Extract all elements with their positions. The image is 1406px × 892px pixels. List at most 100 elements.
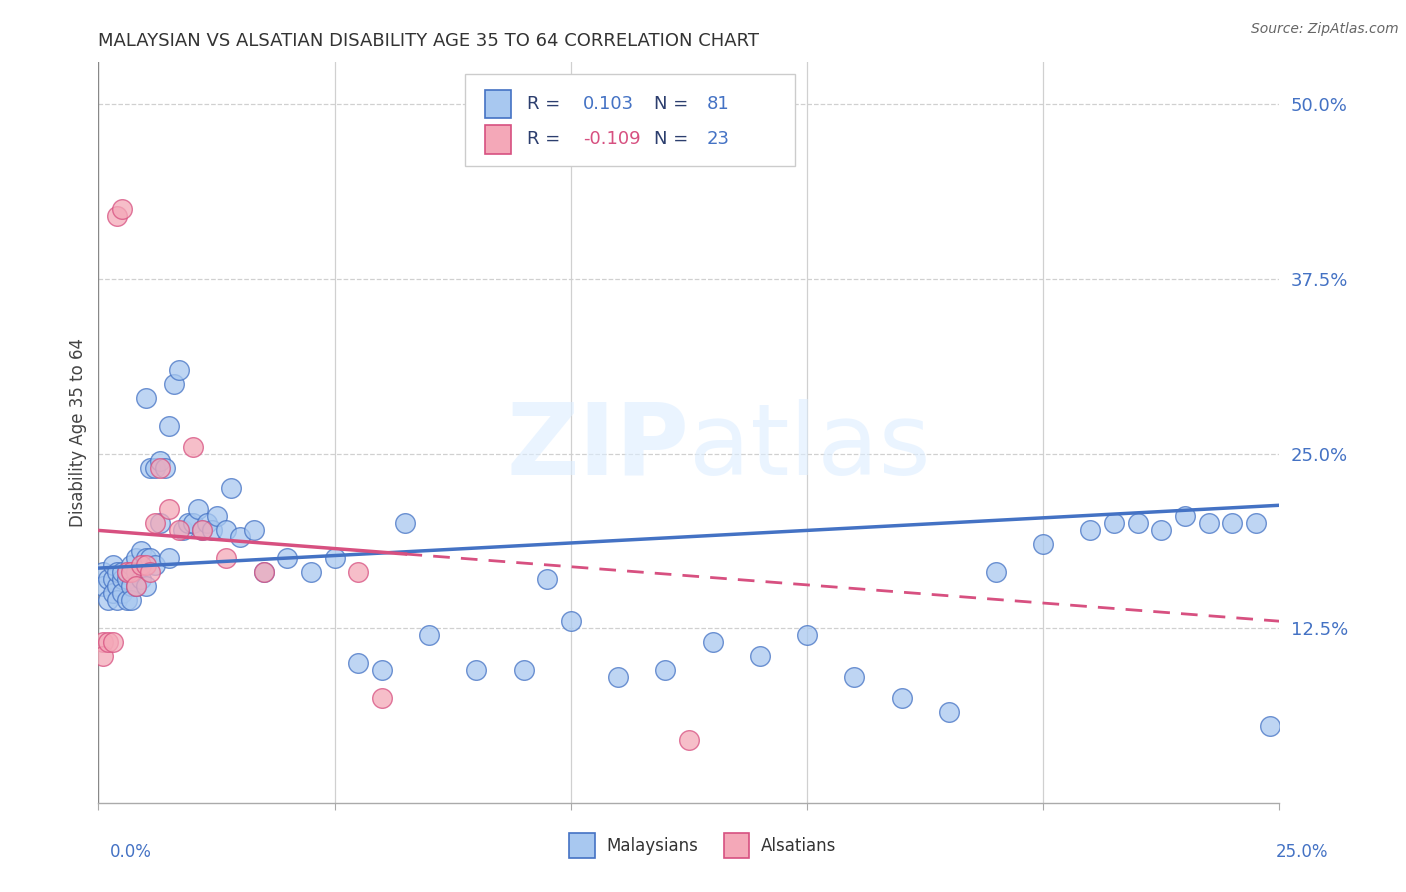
Text: 25.0%: 25.0% [1277,843,1329,861]
Bar [485,126,510,153]
Point [91,579,114,593]
Point [153,460,176,475]
Bar [485,90,510,118]
Point [1220,516,1243,531]
Text: 23: 23 [707,130,730,148]
Point [157,551,180,566]
Point [129,558,152,573]
Point [347,566,370,580]
Text: Source: ZipAtlas.com: Source: ZipAtlas.com [1251,22,1399,37]
Point [1198,516,1220,531]
Point [149,460,172,475]
Point [101,635,124,649]
Point [91,566,114,580]
Point [187,502,209,516]
Point [215,524,238,538]
Point [149,453,172,467]
Point [465,663,488,677]
Point [105,566,128,580]
Point [111,566,134,580]
Point [97,635,120,649]
Point [115,566,138,580]
Text: 81: 81 [707,95,730,113]
Point [125,566,148,580]
Point [201,524,224,538]
Point [607,670,630,684]
Point [394,516,416,531]
Point [111,586,134,600]
Point [101,586,124,600]
Point [105,579,128,593]
Point [135,551,157,566]
Point [748,649,770,664]
Text: N =: N = [654,130,688,148]
Point [323,551,346,566]
Point [139,566,162,580]
Text: N =: N = [654,95,688,113]
Point [181,516,204,531]
Point [347,656,370,670]
Point [215,551,238,566]
Point [125,551,148,566]
Point [844,670,866,684]
Point [157,502,180,516]
Point [191,524,214,538]
Point [796,628,818,642]
Point [702,635,724,649]
Point [984,566,1007,580]
Point [121,579,143,593]
Point [167,363,190,377]
Point [91,635,114,649]
Y-axis label: Disability Age 35 to 64: Disability Age 35 to 64 [69,338,87,527]
Point [139,460,162,475]
Point [1150,524,1173,538]
Point [299,566,322,580]
Text: R =: R = [527,130,561,148]
Point [219,482,242,496]
Point [654,663,676,677]
Point [163,376,186,391]
Point [371,691,394,706]
Point [1080,524,1102,538]
Point [121,593,143,607]
Text: ZIP: ZIP [506,399,689,496]
Point [135,558,157,573]
Point [97,572,120,586]
Point [105,593,128,607]
Point [157,418,180,433]
Point [253,566,276,580]
Point [125,579,148,593]
Point [418,628,440,642]
Point [177,516,200,531]
Point [1244,516,1267,531]
Point [229,530,252,544]
Text: Alsatians: Alsatians [761,837,837,855]
Point [139,551,162,566]
Point [1032,537,1054,551]
Point [1258,719,1281,733]
Point [115,593,138,607]
Point [678,733,700,747]
Point [172,524,194,538]
Point [276,551,298,566]
Point [560,614,582,628]
Text: 0.103: 0.103 [582,95,634,113]
Point [111,572,134,586]
Point [181,440,204,454]
Point [121,566,143,580]
Point [125,579,148,593]
Point [129,544,152,558]
Point [97,593,120,607]
Point [1102,516,1125,531]
Point [101,572,124,586]
Point [129,572,152,586]
Point [1126,516,1149,531]
Point [105,209,128,223]
FancyBboxPatch shape [464,73,796,166]
Point [938,705,960,719]
Text: atlas: atlas [689,399,931,496]
Point [253,566,276,580]
Point [91,649,114,664]
Text: -0.109: -0.109 [582,130,640,148]
Point [121,558,143,573]
